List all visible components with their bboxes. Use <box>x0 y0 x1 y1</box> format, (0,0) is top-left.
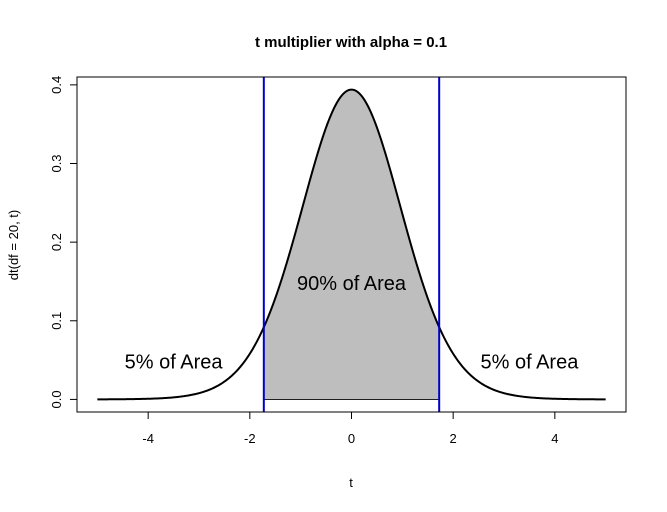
curve-layer <box>97 88 606 401</box>
y-tick-label: 0.0 <box>49 390 64 408</box>
critical-lines-layer <box>262 77 441 412</box>
annotations: 5% of Area 90% of Area 5% of Area <box>125 273 580 374</box>
x-tick-label: -4 <box>142 431 154 446</box>
chart-title: t multiplier with alpha = 0.1 <box>255 34 447 51</box>
shaded-area-layer <box>263 89 440 400</box>
y-tick-label: 0.2 <box>49 233 64 251</box>
x-axis-label: t <box>349 475 353 490</box>
y-axis: 0.0 0.1 0.2 0.3 0.4 <box>49 76 78 408</box>
y-tick-label: 0.1 <box>49 312 64 330</box>
right-tail-label: 5% of Area <box>480 352 579 374</box>
x-tick-label: 4 <box>551 431 558 446</box>
y-tick-label: 0.4 <box>49 76 64 94</box>
left-tail-label: 5% of Area <box>125 352 224 374</box>
density-curve <box>97 88 606 401</box>
shaded-90-percent-area <box>263 89 440 400</box>
x-tick-label: 0 <box>348 431 355 446</box>
center-area-label: 90% of Area <box>297 273 407 295</box>
x-tick-label: 2 <box>450 431 457 446</box>
x-tick-label: -2 <box>244 431 256 446</box>
y-tick-label: 0.3 <box>49 154 64 172</box>
y-axis-label: dt(df = 20, t) <box>6 210 21 280</box>
x-axis: -4 -2 0 2 4 <box>142 411 558 446</box>
